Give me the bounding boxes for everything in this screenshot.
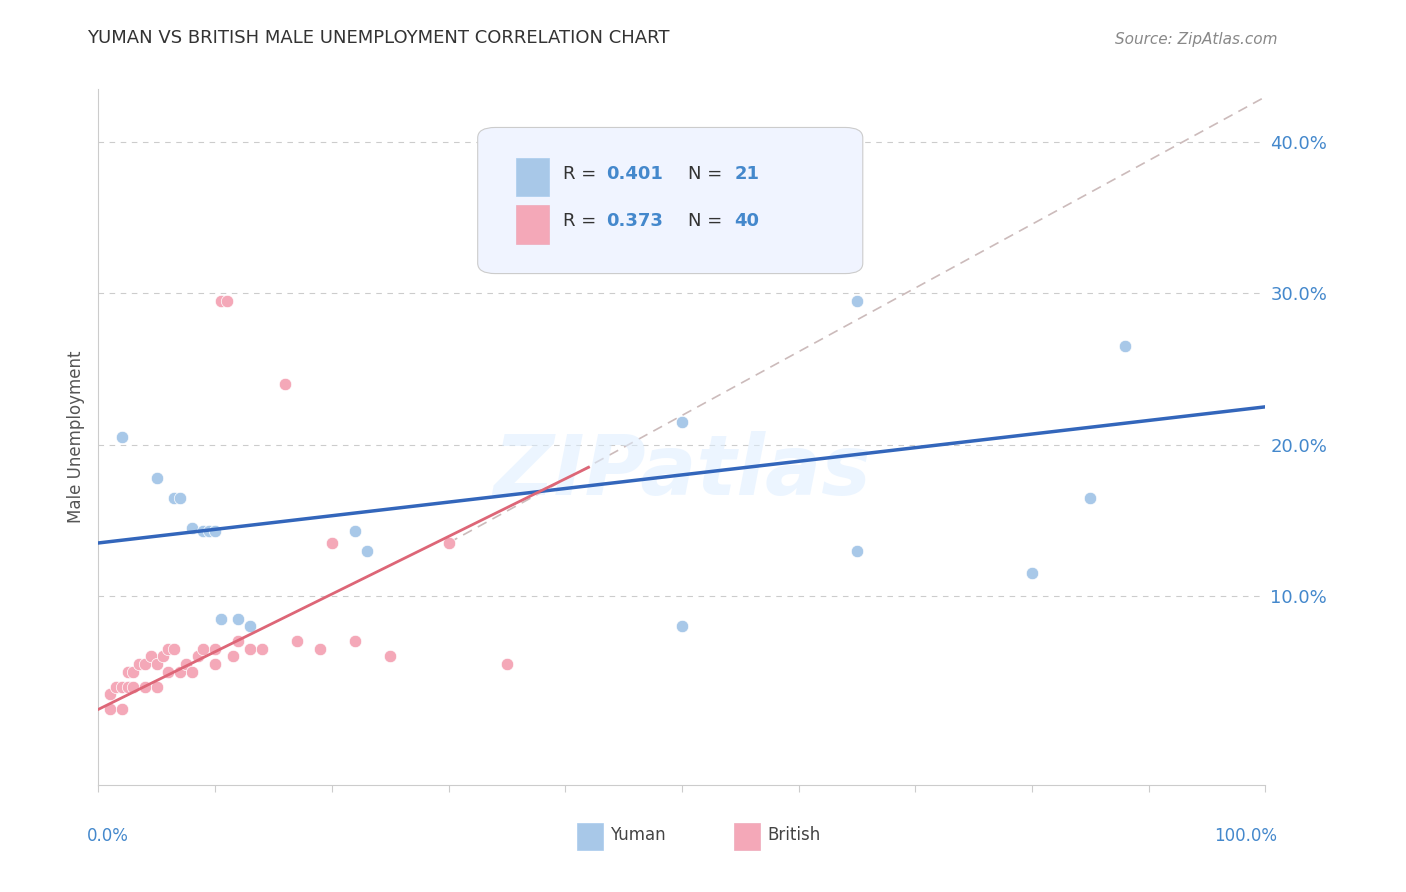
Point [157,665,180,679]
Point [508,219,530,233]
Point [228,611,250,625]
Text: Yuman: Yuman [610,826,665,844]
Point [163,491,186,505]
Text: N =: N = [688,165,728,183]
Point [111,680,134,694]
Point [321,536,343,550]
Point [174,657,197,671]
Point [344,524,367,538]
Point [104,680,127,694]
Point [146,657,169,671]
Point [437,536,460,550]
Point [1021,566,1043,581]
Point [344,634,367,648]
Point [146,471,169,485]
Point [157,641,180,656]
Point [209,611,232,625]
Point [239,619,262,633]
Point [1114,339,1136,353]
Point [139,649,162,664]
Point [198,524,221,538]
Point [204,657,226,671]
Point [250,641,273,656]
Point [122,680,145,694]
Point [169,491,191,505]
Point [128,657,150,671]
Point [356,543,378,558]
Text: 40: 40 [734,212,759,230]
Point [221,649,243,664]
Text: R =: R = [562,165,602,183]
Text: 0.401: 0.401 [606,165,664,183]
Text: 21: 21 [734,165,759,183]
Bar [516,158,548,196]
Point [98,687,121,701]
Point [117,665,139,679]
Point [285,634,308,648]
Text: YUMAN VS BRITISH MALE UNEMPLOYMENT CORRELATION CHART: YUMAN VS BRITISH MALE UNEMPLOYMENT CORRE… [87,29,669,47]
Point [180,521,202,535]
Point [134,657,156,671]
Bar [576,823,603,850]
Bar [734,823,761,850]
Point [169,665,191,679]
Point [380,649,402,664]
Text: R =: R = [562,212,602,230]
Point [193,641,215,656]
Text: N =: N = [688,212,728,230]
FancyBboxPatch shape [478,128,863,274]
Point [111,702,134,716]
Point [204,524,226,538]
Point [274,377,297,392]
Point [215,293,238,308]
Text: Source: ZipAtlas.com: Source: ZipAtlas.com [1115,32,1277,47]
Point [309,641,332,656]
Point [193,524,215,538]
Point [117,680,139,694]
Point [209,293,232,308]
Point [163,641,186,656]
Bar [516,205,548,244]
Text: 0.373: 0.373 [606,212,664,230]
Point [496,657,519,671]
Point [152,649,174,664]
Point [846,543,869,558]
Text: ZIPatlas: ZIPatlas [494,432,870,512]
Text: 0.0%: 0.0% [87,827,128,845]
Point [239,641,262,656]
Point [98,702,121,716]
Point [204,641,226,656]
Point [122,665,145,679]
Text: British: British [768,826,820,844]
Point [228,634,250,648]
Point [671,619,693,633]
Point [111,430,134,444]
Point [1080,491,1102,505]
Point [846,293,869,308]
Point [134,680,156,694]
Point [146,680,169,694]
Point [180,665,202,679]
Point [187,649,209,664]
Text: 100.0%: 100.0% [1213,827,1277,845]
Point [671,415,693,429]
Y-axis label: Male Unemployment: Male Unemployment [66,351,84,524]
